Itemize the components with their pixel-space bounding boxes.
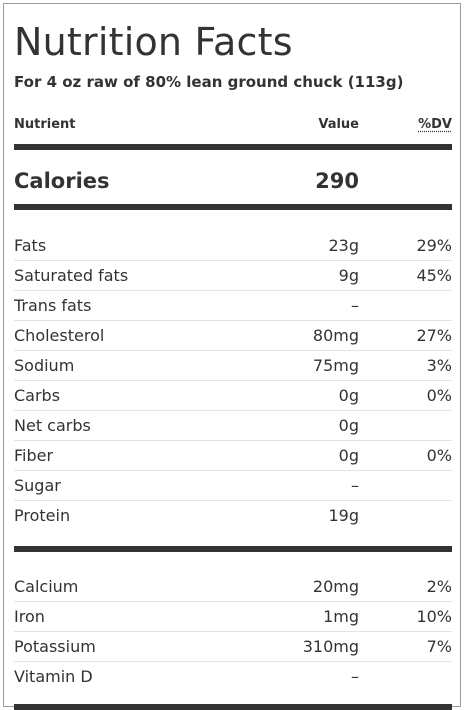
- nutrient-row: Net carbs 0g: [14, 411, 452, 441]
- nutrient-value: 0g: [338, 416, 359, 435]
- nutrient-value: 75mg: [312, 356, 359, 375]
- nutrient-name: Cholesterol: [14, 326, 105, 345]
- nutrient-dv: 27%: [416, 326, 452, 345]
- page-title: Nutrition Facts: [14, 20, 293, 64]
- nutrient-dv: 29%: [416, 236, 452, 255]
- nutrient-row: Saturated fats 9g 45%: [14, 261, 452, 291]
- nutrient-name: Vitamin D: [14, 667, 93, 686]
- divider-calories: [14, 204, 452, 210]
- nutrient-name: Calcium: [14, 577, 79, 596]
- nutrient-row: Vitamin D –: [14, 662, 452, 692]
- nutrient-value: 23g: [328, 236, 359, 255]
- nutrient-row: Carbs 0g 0%: [14, 381, 452, 411]
- divider-macros: [14, 546, 452, 552]
- nutrient-name: Trans fats: [14, 296, 92, 315]
- nutrient-row: Calcium 20mg 2%: [14, 572, 452, 602]
- nutrition-facts-panel: Nutrition Facts For 4 oz raw of 80% lean…: [3, 3, 461, 710]
- column-header-dv[interactable]: %DV: [418, 117, 452, 132]
- nutrient-value: 0g: [338, 386, 359, 405]
- calories-value: 290: [315, 169, 359, 193]
- nutrient-dv: 2%: [426, 577, 452, 596]
- nutrient-row: Trans fats –: [14, 291, 452, 321]
- nutrient-dv: 3%: [426, 356, 452, 375]
- nutrient-name: Fiber: [14, 446, 54, 465]
- nutrient-row: Cholesterol 80mg 27%: [14, 321, 452, 351]
- nutrient-value: 20mg: [312, 577, 359, 596]
- nutrient-name: Fats: [14, 236, 47, 255]
- nutrient-name: Sodium: [14, 356, 75, 375]
- nutrient-row: Iron 1mg 10%: [14, 602, 452, 632]
- column-header-nutrient: Nutrient: [14, 117, 76, 132]
- nutrient-row: Fiber 0g 0%: [14, 441, 452, 471]
- calories-label: Calories: [14, 169, 110, 193]
- divider-header: [14, 144, 452, 150]
- nutrient-name: Iron: [14, 607, 45, 626]
- column-header-value: Value: [318, 117, 359, 132]
- nutrient-value: 80mg: [312, 326, 359, 345]
- nutrient-value: 1mg: [323, 607, 359, 626]
- nutrient-value: 9g: [338, 266, 359, 285]
- nutrient-value: 0g: [338, 446, 359, 465]
- nutrient-value: 19g: [328, 506, 359, 525]
- nutrient-name: Potassium: [14, 637, 96, 656]
- divider-bottom: [14, 704, 452, 710]
- nutrient-row: Sodium 75mg 3%: [14, 351, 452, 381]
- nutrient-row: Fats 23g 29%: [14, 231, 452, 261]
- serving-description: For 4 oz raw of 80% lean ground chuck (1…: [14, 73, 404, 91]
- nutrient-dv: 0%: [426, 446, 452, 465]
- nutrient-row: Sugar –: [14, 471, 452, 501]
- nutrient-name: Protein: [14, 506, 71, 525]
- nutrient-dv: 45%: [416, 266, 452, 285]
- nutrient-name: Net carbs: [14, 416, 91, 435]
- nutrient-name: Sugar: [14, 476, 61, 495]
- nutrient-dv: 7%: [426, 637, 452, 656]
- nutrient-value: –: [351, 476, 359, 495]
- nutrient-name: Saturated fats: [14, 266, 129, 285]
- nutrient-row: Protein 19g: [14, 501, 452, 531]
- nutrient-value: –: [351, 667, 359, 686]
- macros-list: Fats 23g 29% Saturated fats 9g 45% Trans fats –…: [14, 231, 452, 531]
- nutrient-row: Potassium 310mg 7%: [14, 632, 452, 662]
- nutrient-dv: 10%: [416, 607, 452, 626]
- nutrient-name: Carbs: [14, 386, 61, 405]
- nutrient-value: 310mg: [302, 637, 359, 656]
- minerals-list: Calcium 20mg 2% Iron 1mg 10% Potassium 310mg 7% V…: [14, 572, 452, 692]
- nutrient-dv: 0%: [426, 386, 452, 405]
- nutrient-value: –: [351, 296, 359, 315]
